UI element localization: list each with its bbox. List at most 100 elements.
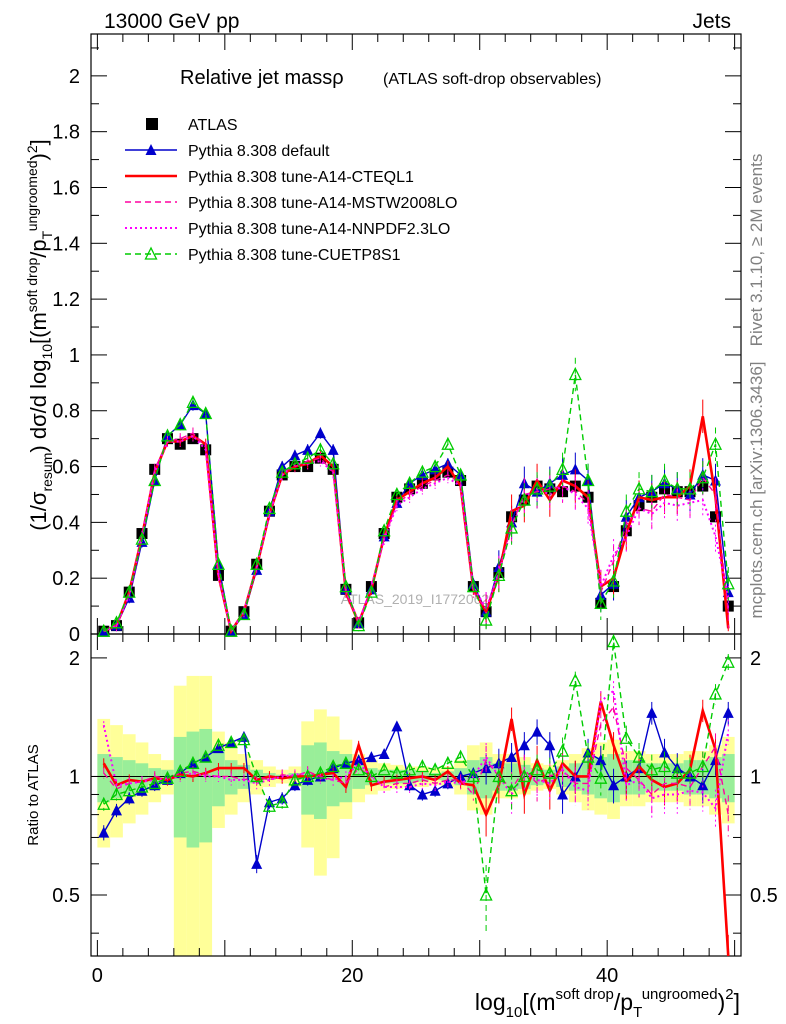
ratio-uncertainty-bands bbox=[97, 675, 735, 956]
chart-subtitle: (ATLAS soft-drop observables) bbox=[383, 71, 601, 88]
data-point bbox=[428, 459, 442, 473]
data-point bbox=[211, 737, 226, 751]
ratio-panel-series bbox=[97, 634, 735, 957]
data-point bbox=[339, 579, 353, 593]
data-point bbox=[530, 762, 544, 776]
legend-marker bbox=[145, 144, 157, 155]
data-point bbox=[326, 456, 340, 470]
data-point bbox=[531, 725, 543, 737]
stat-band-bin bbox=[212, 751, 225, 807]
data-point bbox=[595, 754, 607, 766]
data-point bbox=[314, 427, 326, 439]
data-point bbox=[251, 857, 263, 869]
data-point bbox=[136, 784, 148, 796]
data-point bbox=[250, 556, 264, 570]
series-line bbox=[103, 434, 730, 634]
data-point bbox=[275, 464, 289, 478]
y-tick-label-main: 1.4 bbox=[52, 233, 80, 255]
data-point bbox=[441, 436, 455, 450]
y-tick-label-ratio: 1 bbox=[69, 766, 80, 788]
data-point bbox=[518, 739, 530, 751]
y-tick-label-main: 0.8 bbox=[52, 401, 80, 423]
data-point bbox=[224, 734, 238, 749]
data-point bbox=[148, 775, 162, 790]
data-point bbox=[378, 748, 390, 760]
data-point bbox=[530, 481, 544, 495]
plot-frames bbox=[90, 33, 742, 957]
analysis-watermark: ATLAS_2019_I1772062 bbox=[341, 591, 490, 607]
data-point bbox=[109, 787, 124, 801]
data-point bbox=[97, 623, 111, 637]
data-point bbox=[262, 798, 276, 812]
stat-band-bin bbox=[721, 754, 735, 803]
y-tick-label-main: 2 bbox=[69, 66, 80, 88]
y-tick-label-ratio-right: 2 bbox=[750, 648, 761, 670]
y-tick-label-main: 1.8 bbox=[52, 122, 80, 144]
data-point bbox=[697, 779, 709, 791]
chart-title: Relative jet massρ bbox=[180, 67, 344, 89]
series-line bbox=[103, 641, 729, 896]
series-5 bbox=[97, 357, 735, 637]
x-tick-label: 40 bbox=[596, 965, 618, 987]
header-right: Jets bbox=[692, 10, 731, 33]
y-tick-label-ratio: 2 bbox=[69, 648, 80, 670]
data-point bbox=[454, 467, 468, 481]
y-tick-label-main: 0.2 bbox=[52, 568, 80, 590]
data-point bbox=[173, 417, 187, 431]
data-point bbox=[301, 450, 315, 464]
data-point bbox=[594, 770, 608, 784]
data-point bbox=[186, 755, 200, 769]
data-point bbox=[556, 743, 570, 757]
data-point bbox=[556, 461, 570, 475]
data-point bbox=[708, 686, 723, 700]
data-point bbox=[123, 792, 135, 804]
data-point bbox=[148, 473, 162, 487]
ratio-frame bbox=[90, 633, 742, 957]
series-line bbox=[102, 688, 730, 811]
data-point bbox=[646, 706, 658, 718]
legend-marker bbox=[146, 118, 158, 130]
data-point bbox=[365, 751, 377, 763]
data-point bbox=[441, 755, 455, 769]
data-point bbox=[517, 768, 531, 783]
legend-label: Pythia 8.308 tune-A14-CTEQL1 bbox=[188, 169, 414, 186]
stat-band-bin bbox=[186, 731, 200, 848]
y-tick-label-main: 1 bbox=[69, 345, 80, 367]
data-point bbox=[657, 473, 672, 487]
y-axis-label-ratio: Ratio to ATLAS bbox=[25, 744, 42, 845]
data-point bbox=[390, 487, 404, 501]
data-point bbox=[568, 367, 582, 381]
data-point bbox=[339, 755, 353, 769]
data-point bbox=[683, 765, 697, 779]
data-point bbox=[364, 584, 378, 598]
header-left: 13000 GeV pp bbox=[104, 10, 239, 33]
data-point bbox=[505, 783, 519, 797]
data-point bbox=[288, 456, 302, 470]
data-point bbox=[568, 673, 582, 687]
data-point bbox=[696, 759, 710, 773]
data-point bbox=[721, 654, 735, 668]
data-point bbox=[326, 759, 340, 773]
y-tick-label-main: 0.6 bbox=[52, 457, 80, 479]
y-tick-label-main: 1.6 bbox=[52, 177, 80, 199]
data-point bbox=[327, 443, 339, 455]
data-point bbox=[289, 449, 301, 461]
data-point bbox=[492, 567, 506, 582]
data-point bbox=[517, 492, 531, 506]
data-point bbox=[543, 765, 557, 779]
series-line bbox=[102, 701, 730, 957]
data-point bbox=[479, 612, 493, 626]
data-point bbox=[160, 770, 175, 784]
legend-label: ATLAS bbox=[188, 117, 238, 134]
chart-title-group: Relative jet massρ (ATLAS soft-drop obse… bbox=[180, 67, 601, 89]
data-point bbox=[619, 503, 633, 517]
data-point bbox=[403, 475, 417, 489]
data-point bbox=[581, 749, 595, 763]
y-tick-label-ratio-right: 1 bbox=[750, 766, 761, 788]
data-point bbox=[632, 749, 646, 763]
data-point bbox=[313, 442, 327, 456]
data-point bbox=[415, 759, 429, 773]
data-point bbox=[696, 470, 710, 484]
data-point bbox=[722, 706, 734, 718]
data-point bbox=[670, 765, 684, 779]
